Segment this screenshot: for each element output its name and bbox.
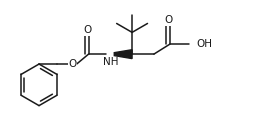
Polygon shape <box>114 50 132 59</box>
Text: NH: NH <box>102 57 118 67</box>
Text: O: O <box>69 59 77 69</box>
Text: O: O <box>164 15 172 25</box>
Text: O: O <box>83 25 91 35</box>
Text: OH: OH <box>197 39 213 49</box>
